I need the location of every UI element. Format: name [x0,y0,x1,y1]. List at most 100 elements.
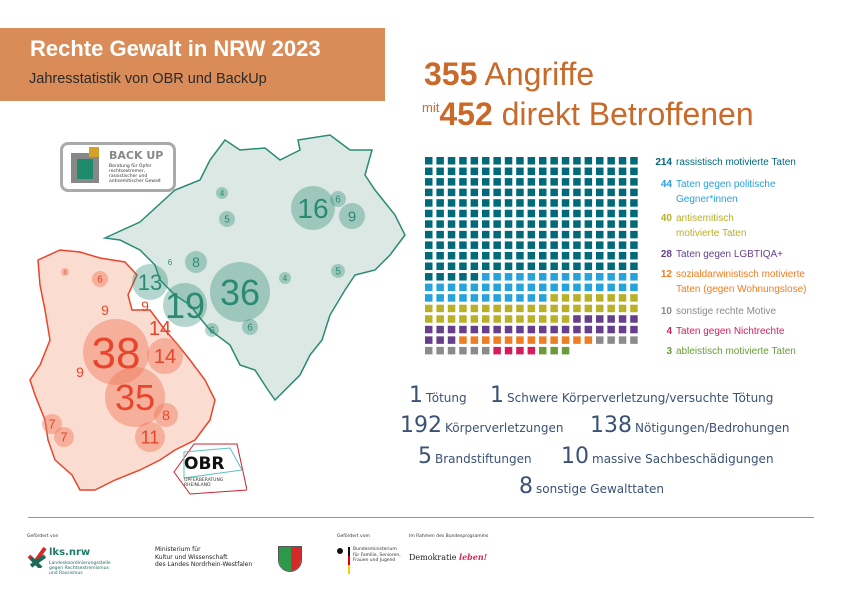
waffle-cell-series-2 [459,304,467,313]
waffle-cell-series-0 [550,241,558,249]
waffle-cell-series-0 [584,167,593,176]
legend-label: sozialdarwinistisch motivierte [676,269,805,280]
waffle-cell-series-0 [539,220,547,228]
waffle-cell-series-0 [516,262,524,270]
rheinland-count-label: 7 [48,417,55,432]
westfalen-bubble [219,211,235,227]
waffle-cell-series-0 [618,188,627,197]
legend-item: 3 ableistisch motivierte Taten [652,344,796,359]
waffle-cell-series-0 [447,157,456,165]
waffle-cell-series-0 [504,241,513,249]
waffle-cell-series-2 [584,304,593,313]
waffle-cell-series-0 [504,188,513,197]
waffle-cell-series-0 [425,188,433,197]
waffle-cell-series-5 [425,346,433,355]
waffle-cell-series-2 [425,315,433,323]
waffle-cell-series-0 [447,262,456,270]
westfalen-count-label: 9 [348,208,356,225]
waffle-cell-series-1 [436,294,444,302]
waffle-cell-series-0 [539,262,547,270]
waffle-cell-series-0 [493,209,501,218]
waffle-cell-series-4 [561,336,570,344]
waffle-cell-series-5 [607,336,615,344]
backup-logo: BACK UP Beratung für Opfer rechtsextreme… [60,142,176,192]
waffle-cell-series-0 [482,262,490,270]
waffle-cell-series-0 [618,251,627,260]
waffle-cell-series-0 [459,241,467,249]
westfalen-count-label: 4 [220,189,225,198]
stat-label: sonstige Gewalttaten [536,482,664,496]
waffle-cell-series-0 [516,199,524,207]
waffle-cell-series-1 [482,294,490,302]
waffle-cell-series-0 [527,199,536,207]
waffle-cell-series-0 [516,251,524,260]
waffle-cell-series-0 [459,157,467,165]
westfalen-count-label: 5 [224,215,230,226]
rheinland-bubble [105,367,165,427]
waffle-cell-series-0 [436,167,444,176]
waffle-cell-series-0 [607,178,615,186]
waffle-cell-series-0 [596,262,604,270]
rheinland-bubble [135,422,165,452]
waffle-cell-series-0 [482,167,490,176]
backup-logo-mark [71,147,99,183]
waffle-cell-series-4 [584,336,593,344]
westfalen-count-label: 6 [168,258,173,267]
waffle-cell-series-0 [539,157,547,165]
waffle-cell-series-0 [493,167,501,176]
waffle-cell-series-0 [573,157,581,165]
waffle-cell-series-2 [425,304,433,313]
waffle-cell-series-0 [470,157,479,165]
waffle-cell-series-0 [561,220,570,228]
rheinland-bubble [61,268,69,276]
waffle-cell-series-0 [561,241,570,249]
waffle-cell-series-0 [618,241,627,249]
waffle-cell-series-0 [436,262,444,270]
waffle-cell-series-1 [527,294,536,302]
stat-label: Körperverletzungen [445,421,564,435]
waffle-cell-series-1 [504,294,513,302]
waffle-cell-series-2 [447,304,456,313]
rheinland-count-label: 14 [149,318,171,340]
waffle-cell-series-0 [527,188,536,197]
waffle-cell-series-5 [447,346,456,355]
waffle-cell-series-0 [584,188,593,197]
title-banner [0,28,385,101]
waffle-cell-series-0 [493,230,501,239]
waffle-cell-series-1 [425,294,433,302]
waffle-cell-series-0 [470,209,479,218]
waffle-cell-series-1 [618,283,627,292]
waffle-cell-series-3 [516,325,524,334]
legend-value: 3 [666,346,672,357]
waffle-cell-series-2 [470,304,479,313]
rheinland-count-label: 3 [64,270,67,276]
waffle-cell-series-0 [447,178,456,186]
waffle-cell-series-2 [504,304,513,313]
obr-logo: OBR OPFERBERATUNG RHEINLAND [172,442,247,495]
waffle-cell-series-1 [493,294,501,302]
waffle-cell-series-2 [596,294,604,302]
waffle-cell-series-4 [516,336,524,344]
affected-headline: mit452 direkt Betroffenen [422,96,754,132]
waffle-cell-series-2 [550,304,558,313]
legend-label: ableistisch motivierte Taten [676,346,796,357]
waffle-cell-series-0 [527,241,536,249]
waffle-cell-series-0 [516,230,524,239]
waffle-cell-series-0 [504,178,513,186]
waffle-cell-series-0 [425,209,433,218]
waffle-cell-series-1 [436,283,444,292]
waffle-cell-series-0 [516,188,524,197]
westfalen-bubble [210,262,270,322]
westfalen-count-label: 19 [165,285,205,326]
stat-item: 192 Körperverletzungen [400,413,563,438]
waffle-cell-series-5 [459,346,467,355]
rheinland-count-label: 14 [154,346,176,368]
waffle-cell-series-0 [607,199,615,207]
legend-value: 40 [660,213,672,224]
waffle-cell-series-0 [584,262,593,270]
waffle-cell-series-0 [596,230,604,239]
waffle-cell-series-0 [436,251,444,260]
waffle-cell-series-1 [504,283,513,292]
waffle-cell-series-0 [527,167,536,176]
waffle-cell-series-1 [539,273,547,281]
